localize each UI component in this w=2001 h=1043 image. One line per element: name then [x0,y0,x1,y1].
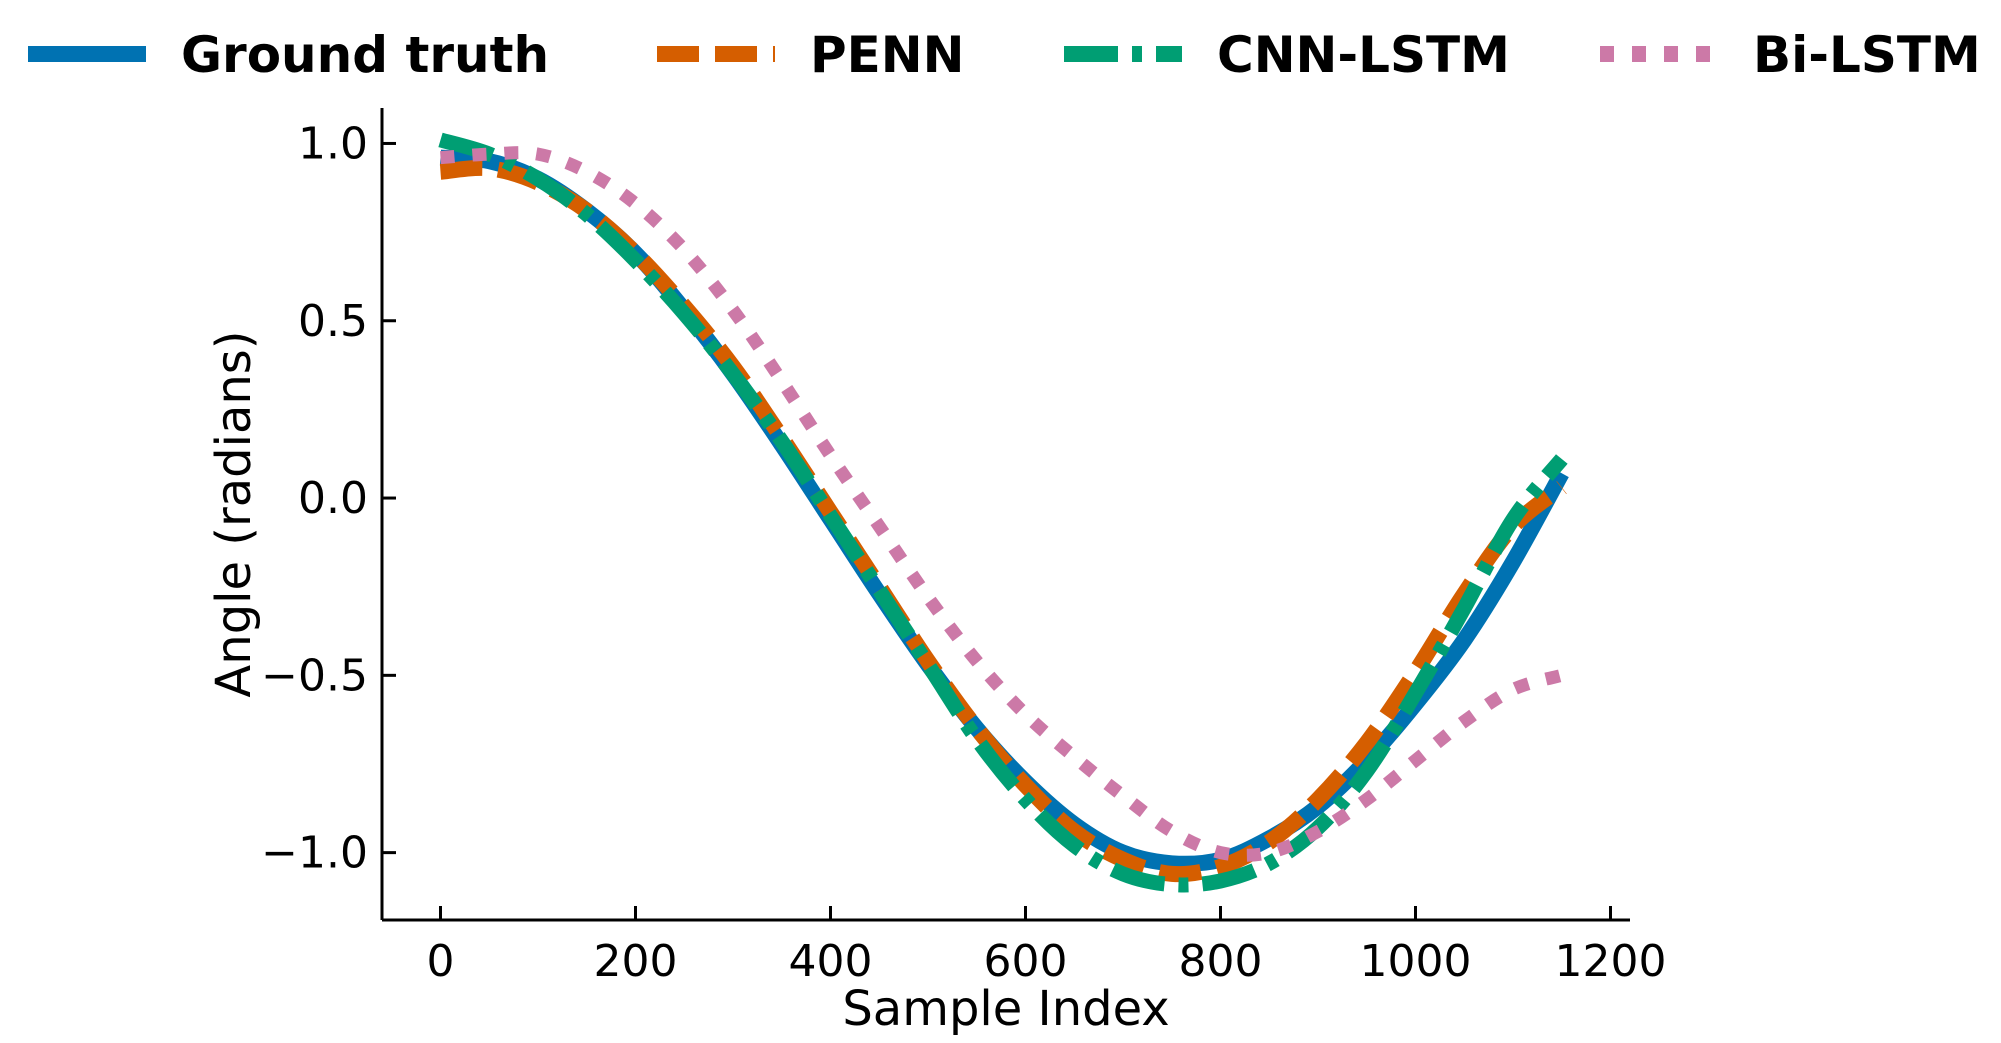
y-tick-label: −1.0 [261,828,368,879]
series-line-cnn-lstm [438,132,1568,893]
x-ticks: 0 200 400 600 800 1000 1200 [427,906,1667,987]
x-tick-label: 200 [594,936,678,987]
axes: 0 200 400 600 800 1000 1200 1.00.50.0−0.5−1.0 … [206,108,1666,1037]
y-tick-label: 1.0 [298,118,368,169]
x-tick-label: 1200 [1555,936,1667,987]
legend-label-cnn-lstm: CNN-LSTM [1217,26,1510,84]
y-tick-label: 0.0 [298,473,368,524]
y-tick-label: 0.5 [298,296,368,347]
legend-label-bi-lstm: Bi-LSTM [1753,26,1981,84]
legend-label-penn: PENN [810,26,965,84]
x-tick-label: 1000 [1360,936,1472,987]
legend: Ground truth PENN CNN-LSTM Bi-LSTM [28,26,1981,84]
x-axis-title: Sample Index [842,981,1169,1037]
x-tick-label: 800 [1179,936,1263,987]
legend-label-ground-truth: Ground truth [181,26,549,84]
x-tick-label: 400 [789,936,873,987]
series-line-bi-lstm [440,146,1564,862]
x-tick-label: 600 [984,936,1068,987]
x-tick-label: 0 [427,936,455,987]
plot-series [438,132,1569,893]
y-tick-label: −0.5 [261,650,368,701]
y-axis-title: Angle (radians) [206,330,262,697]
y-ticks: 1.0 0.5 0.0 −0.5 −1.0 [261,118,396,879]
